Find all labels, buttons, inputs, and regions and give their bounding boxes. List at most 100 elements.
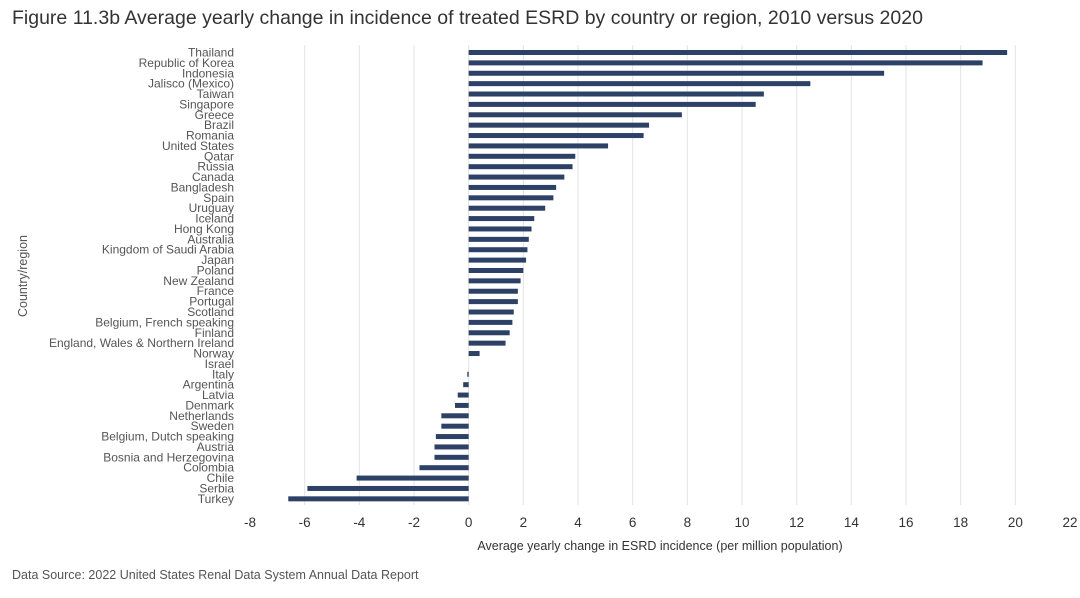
chart-title: Figure 11.3b Average yearly change in in… <box>12 7 923 29</box>
x-tick-label: 16 <box>898 515 913 530</box>
category-label: Netherlands <box>169 409 234 423</box>
bar <box>468 143 609 149</box>
x-tick-label: 12 <box>789 515 804 530</box>
bar <box>468 319 513 325</box>
bar <box>434 454 469 460</box>
category-label: Colombia <box>183 461 234 475</box>
bar <box>468 122 650 128</box>
category-label: Taiwan <box>197 87 234 101</box>
category-label: Uruguay <box>189 201 234 215</box>
bars <box>288 50 1008 502</box>
category-label: Argentina <box>183 378 235 392</box>
category-label: New Zealand <box>163 274 234 288</box>
bar <box>419 465 469 471</box>
category-label: United States <box>162 139 234 153</box>
category-label: Jalisco (Mexico) <box>148 77 234 91</box>
x-tick-label: 8 <box>684 515 692 530</box>
x-tick-label: 2 <box>520 515 528 530</box>
bar <box>468 195 554 201</box>
bar <box>468 340 506 346</box>
x-axis-title: Average yearly change in ESRD incidence … <box>477 539 842 553</box>
category-label: Belgium, French speaking <box>95 315 234 329</box>
bar <box>441 423 469 429</box>
category-label: Thailand <box>188 46 234 60</box>
category-label: Romania <box>186 129 234 143</box>
category-label: Norway <box>193 347 234 361</box>
category-label: Latvia <box>202 388 234 402</box>
bar <box>468 299 518 305</box>
category-label: Sweden <box>191 419 234 433</box>
category-label: Chile <box>207 471 235 485</box>
bar <box>468 236 529 242</box>
bar <box>468 247 528 253</box>
bar <box>468 133 644 139</box>
bar <box>468 50 1008 55</box>
bar <box>455 402 469 408</box>
x-tick-label: -6 <box>299 515 311 530</box>
category-label: Australia <box>187 232 234 246</box>
bar <box>468 60 983 66</box>
bar <box>434 444 469 450</box>
bar <box>468 216 535 222</box>
x-tick-label: 6 <box>629 515 637 530</box>
category-label: Denmark <box>185 398 235 412</box>
x-tick-label: 4 <box>574 515 582 530</box>
bar <box>468 81 811 87</box>
x-tick-label: 10 <box>734 515 749 530</box>
bar <box>468 257 527 263</box>
x-tick-label: 20 <box>1008 515 1023 530</box>
category-label: Israel <box>205 357 234 371</box>
bar <box>468 267 524 273</box>
category-label: Greece <box>195 108 235 122</box>
x-tick-labels: -8 -6 -4 -2 0 2 4 6 8 10 12 14 16 18 20 22 <box>244 515 1078 530</box>
category-label: Portugal <box>189 295 234 309</box>
x-tick-label: 22 <box>1062 515 1077 530</box>
bar <box>307 485 469 491</box>
category-label: Scotland <box>187 305 234 319</box>
x-tick-label: -4 <box>353 515 365 530</box>
source-note: Data Source: 2022 United States Renal Da… <box>12 568 419 582</box>
bar <box>468 91 764 97</box>
category-label: Canada <box>192 170 234 184</box>
bar <box>468 309 514 315</box>
category-label: Finland <box>195 326 234 340</box>
bar <box>468 330 510 336</box>
category-label: Spain <box>203 191 234 205</box>
bar <box>468 101 756 107</box>
category-label: France <box>197 284 235 298</box>
category-label: Belgium, Dutch speaking <box>101 430 234 444</box>
bar <box>468 112 682 118</box>
bar <box>356 475 469 481</box>
y-axis-title: Country/region <box>16 235 30 317</box>
bar <box>468 184 557 190</box>
category-label: Russia <box>197 160 234 174</box>
x-tick-label: -8 <box>244 515 256 530</box>
category-label: Japan <box>201 253 234 267</box>
category-label: England, Wales & Northern Ireland <box>49 336 234 350</box>
bar <box>468 226 532 232</box>
category-label: Indonesia <box>182 66 234 80</box>
category-label: Italy <box>212 367 234 381</box>
bar <box>463 382 469 388</box>
bar <box>457 392 469 398</box>
category-label: Turkey <box>198 492 234 506</box>
bar <box>468 278 521 284</box>
category-label: Republic of Korea <box>139 56 235 70</box>
bar <box>435 434 469 440</box>
bar <box>468 174 565 180</box>
category-label: Hong Kong <box>174 222 234 236</box>
bar <box>468 205 546 211</box>
x-tick-label: 0 <box>465 515 473 530</box>
category-label: Singapore <box>179 97 234 111</box>
bar <box>441 413 469 419</box>
x-tick-label: -2 <box>408 515 420 530</box>
category-label: Bangladesh <box>171 180 234 194</box>
bar <box>468 153 576 159</box>
bar <box>468 351 480 357</box>
category-label: Austria <box>197 440 235 454</box>
category-label: Serbia <box>199 481 234 495</box>
bar <box>468 70 885 76</box>
x-tick-label: 18 <box>953 515 968 530</box>
